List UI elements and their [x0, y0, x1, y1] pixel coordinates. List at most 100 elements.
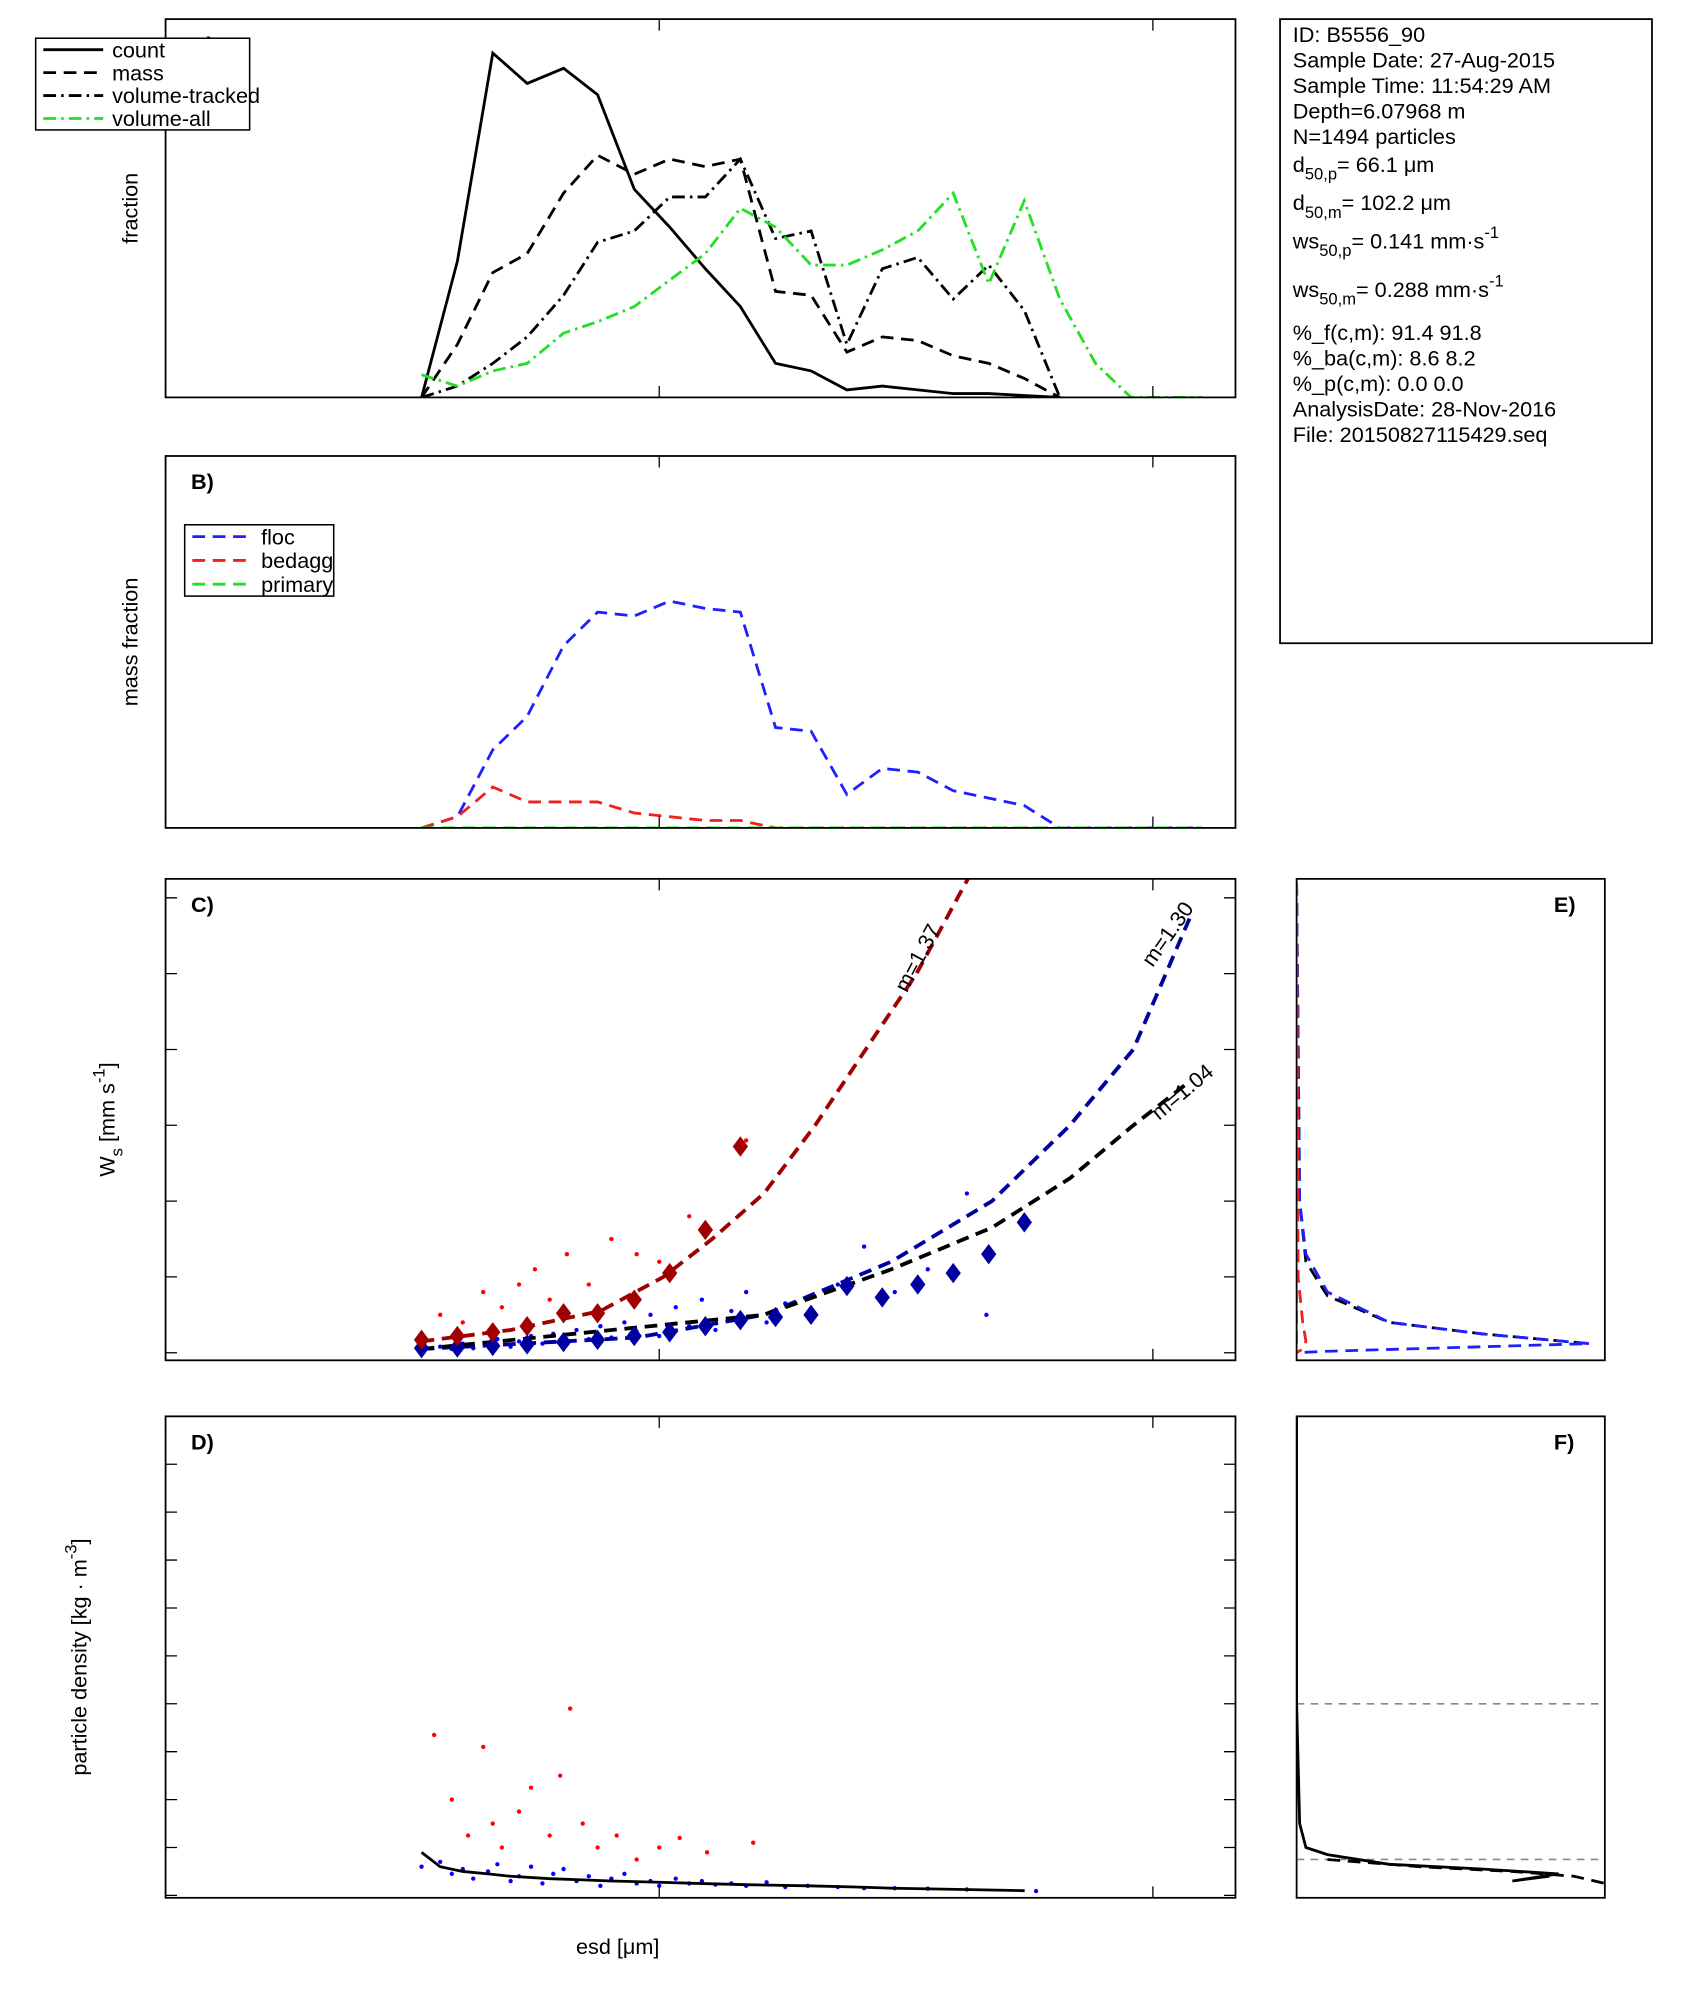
- series-line: [1327, 1858, 1605, 1885]
- y-axis-label: particle density [kg · m-3]: [61, 1538, 91, 1775]
- data-point: [964, 1191, 970, 1196]
- info-line: %_p(c,m): 0.0 0.0: [1293, 371, 1464, 396]
- bin-mean-marker: [589, 1329, 606, 1351]
- info-line: ID: B5556_90: [1293, 22, 1425, 47]
- legend-label: floc: [261, 524, 295, 549]
- text-part: = 0.288 mm·s: [1356, 277, 1489, 302]
- data-point: [516, 1809, 522, 1814]
- series-line: [421, 156, 1062, 398]
- text-part: -1: [1484, 223, 1499, 242]
- x-axis-label: esd [μm]: [576, 1934, 659, 1959]
- info-line: d50,m= 102.2 μm: [1293, 190, 1451, 222]
- series-line: [421, 912, 1194, 1351]
- axes-frame: [1295, 877, 1606, 1362]
- data-point: [558, 1773, 563, 1778]
- plot-area: [420, 50, 1203, 398]
- bin-mean-marker: [662, 1322, 678, 1343]
- bin-mean-marker: [519, 1334, 535, 1355]
- panel-label: E): [1554, 892, 1576, 917]
- legend-label: volume-tracked: [112, 83, 260, 108]
- legend-label: mass: [112, 60, 164, 85]
- data-point: [586, 1874, 591, 1879]
- bin-mean-marker: [697, 1219, 713, 1241]
- data-point: [622, 1871, 627, 1877]
- data-point: [438, 1859, 443, 1865]
- bin-mean-marker: [732, 1136, 749, 1157]
- y-axis-label: mass fraction: [118, 578, 143, 707]
- data-point: [449, 1797, 454, 1802]
- data-point: [634, 1857, 639, 1862]
- axes-frame: [164, 18, 1237, 399]
- fit-label: m=1.30: [1136, 897, 1198, 971]
- series-line: [420, 153, 1061, 398]
- series-line: [420, 50, 1060, 398]
- data-point: [657, 1259, 662, 1264]
- data-point: [495, 1336, 500, 1342]
- data-point: [481, 1289, 486, 1295]
- data-point: [704, 1850, 710, 1855]
- text-part: d: [1293, 152, 1305, 177]
- series-line: [421, 1078, 1194, 1351]
- data-point: [540, 1881, 545, 1886]
- data-point: [580, 1821, 585, 1826]
- data-point: [438, 1344, 443, 1349]
- data-point: [495, 1862, 500, 1867]
- legend-label: bedagg: [261, 548, 333, 573]
- data-point: [528, 1785, 534, 1790]
- data-point: [622, 1320, 627, 1325]
- bin-mean-marker: [485, 1335, 501, 1357]
- panel-label: F): [1554, 1429, 1574, 1454]
- axes-frame: [164, 877, 1237, 1362]
- text-part: W: [95, 1156, 120, 1177]
- data-point: [598, 1324, 603, 1329]
- data-point: [984, 1312, 989, 1317]
- bin-mean-marker: [945, 1262, 961, 1284]
- panel-label: D): [191, 1429, 214, 1454]
- text-part: 50,m: [1305, 203, 1342, 222]
- data-point: [743, 1138, 749, 1143]
- legend-box: [34, 37, 251, 131]
- bin-mean-marker: [413, 1329, 430, 1351]
- legend-label: primary: [261, 572, 333, 597]
- data-point: [657, 1883, 662, 1888]
- text-part: ]: [67, 1538, 92, 1544]
- bin-mean-marker: [589, 1303, 606, 1324]
- text-part: 50,p: [1319, 241, 1351, 260]
- data-point: [564, 1251, 570, 1257]
- text-part: particle density [kg · m: [67, 1559, 92, 1775]
- legend-box: [183, 524, 335, 597]
- data-point: [471, 1876, 476, 1881]
- data-point: [657, 1333, 662, 1339]
- data-point: [586, 1282, 591, 1287]
- text-part: s: [107, 1148, 126, 1156]
- data-point: [460, 1320, 465, 1325]
- data-point: [481, 1744, 486, 1750]
- data-point: [892, 1289, 897, 1295]
- series-line: [420, 1851, 1025, 1893]
- series-line: [1296, 882, 1590, 1355]
- data-point: [547, 1833, 552, 1838]
- bin-mean-marker: [1016, 1212, 1032, 1233]
- data-point: [540, 1341, 545, 1346]
- plot-area: [413, 878, 1194, 1359]
- info-line: d50,p= 66.1 μm: [1293, 152, 1435, 184]
- data-point: [516, 1339, 522, 1344]
- plot-area: [1296, 882, 1590, 1355]
- bin-mean-marker: [626, 1289, 642, 1310]
- bin-mean-marker: [449, 1337, 465, 1358]
- data-point: [516, 1282, 522, 1287]
- data-point: [657, 1845, 662, 1850]
- text-part: -3: [61, 1544, 80, 1559]
- text-part: [mm s: [95, 1083, 120, 1148]
- info-line: File: 20150827115429.seq: [1293, 422, 1548, 447]
- data-point: [764, 1320, 769, 1325]
- data-point: [574, 1327, 579, 1333]
- data-point: [835, 1282, 840, 1287]
- info-line: AnalysisDate: 28-Nov-2016: [1293, 397, 1556, 422]
- info-line: Depth=6.07968 m: [1293, 98, 1466, 123]
- data-point: [465, 1833, 471, 1838]
- data-point: [699, 1297, 705, 1302]
- data-point: [547, 1297, 552, 1302]
- data-point: [508, 1878, 513, 1884]
